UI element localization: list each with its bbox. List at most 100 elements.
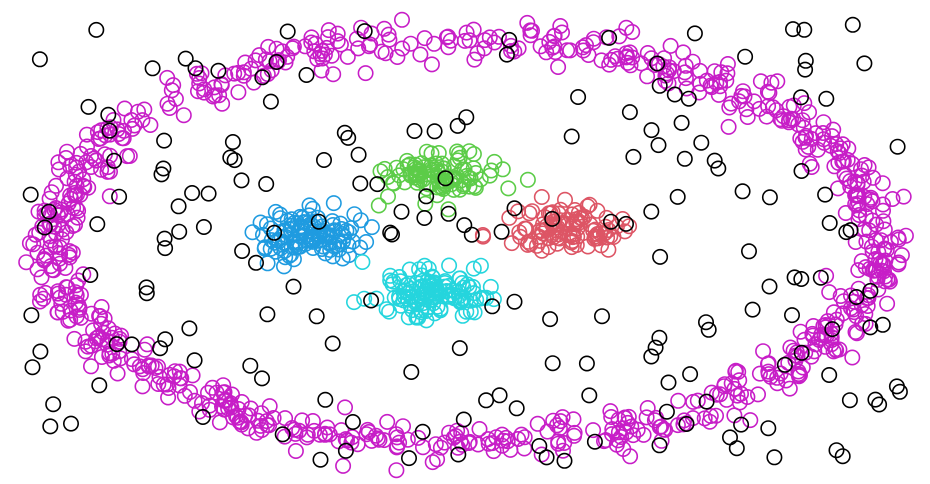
point-ring — [105, 112, 122, 129]
point-ring — [109, 365, 126, 382]
point-ring — [134, 112, 151, 129]
point-green — [429, 187, 446, 204]
point-noise — [660, 374, 677, 391]
point-ring — [675, 44, 692, 61]
point-ring — [429, 451, 446, 468]
point-ring — [61, 243, 78, 260]
point-ring — [727, 362, 744, 379]
point-noise — [821, 366, 838, 383]
point-noise — [324, 335, 341, 352]
point-ring — [624, 23, 641, 40]
point-cyan — [354, 254, 371, 271]
point-ring — [79, 338, 96, 355]
point-ring — [655, 421, 672, 438]
point-green — [486, 153, 503, 170]
point-noise — [36, 219, 53, 236]
point-ring — [242, 400, 259, 417]
point-red — [552, 201, 569, 218]
point-noise — [210, 62, 227, 79]
point-ring — [762, 368, 779, 385]
point-ring — [480, 431, 497, 448]
point-noise — [556, 452, 573, 469]
point-ring — [621, 44, 638, 61]
point-ring — [247, 52, 264, 69]
point-ring — [226, 65, 243, 82]
point-noise — [647, 339, 664, 356]
point-ring — [53, 201, 70, 218]
point-ring — [167, 90, 184, 107]
point-noise — [157, 331, 174, 348]
point-ring — [803, 159, 820, 176]
point-ring — [427, 436, 444, 453]
point-ring — [823, 128, 840, 145]
point-red — [600, 222, 617, 239]
point-green — [430, 145, 447, 162]
point-ring — [160, 379, 177, 396]
point-ring — [93, 161, 110, 178]
point-noise — [138, 285, 155, 302]
point-ring — [513, 426, 530, 443]
point-noise — [363, 292, 380, 309]
point-ring — [294, 412, 311, 429]
point-ring — [577, 37, 594, 54]
point-ring — [458, 24, 475, 41]
point-green — [450, 145, 467, 162]
point-cyan — [452, 270, 469, 287]
point-noise — [406, 123, 423, 140]
point-noise — [177, 50, 194, 67]
point-green — [465, 146, 482, 163]
point-ring — [780, 114, 797, 131]
point-cyan — [345, 294, 362, 311]
point-ring — [41, 190, 58, 207]
point-noise — [24, 359, 41, 376]
point-blue — [319, 228, 336, 245]
point-ring — [284, 40, 301, 57]
point-noise — [350, 146, 367, 163]
point-ring — [57, 150, 74, 167]
point-noise — [418, 188, 435, 205]
point-ring — [844, 349, 861, 366]
point-noise — [403, 363, 420, 380]
point-cyan — [426, 305, 443, 322]
point-noise — [106, 152, 123, 169]
point-ring — [30, 203, 47, 220]
point-green — [440, 201, 457, 218]
series-noise — [22, 16, 908, 469]
point-noise — [506, 200, 523, 217]
point-green — [370, 197, 387, 214]
point-ring — [69, 209, 86, 226]
point-noise — [651, 77, 668, 94]
point-ring — [235, 64, 252, 81]
point-ring — [92, 307, 109, 324]
point-noise — [531, 437, 548, 454]
point-ring — [876, 221, 893, 238]
point-ring — [50, 285, 67, 302]
point-noise — [194, 408, 211, 425]
point-ring — [35, 290, 52, 307]
point-ring — [336, 399, 353, 416]
point-noise — [344, 413, 361, 430]
point-ring — [556, 434, 573, 451]
point-ring — [423, 56, 440, 73]
point-blue — [282, 221, 299, 238]
point-noise — [842, 222, 859, 239]
point-cyan — [378, 301, 395, 318]
point-ring — [394, 40, 411, 57]
point-ring — [610, 432, 627, 449]
point-noise — [734, 183, 751, 200]
point-ring — [585, 422, 602, 439]
point-noise — [874, 316, 891, 333]
point-noise — [733, 416, 750, 433]
point-blue — [244, 224, 261, 241]
point-ring — [414, 439, 431, 456]
point-noise — [91, 377, 108, 394]
point-cyan — [466, 304, 483, 321]
point-ring — [546, 27, 563, 44]
point-cyan — [462, 292, 479, 309]
point-noise — [356, 23, 373, 40]
point-blue — [290, 239, 307, 256]
point-ring — [490, 28, 507, 45]
point-noise — [224, 134, 241, 151]
point-noise — [170, 198, 187, 215]
point-ring — [71, 301, 88, 318]
